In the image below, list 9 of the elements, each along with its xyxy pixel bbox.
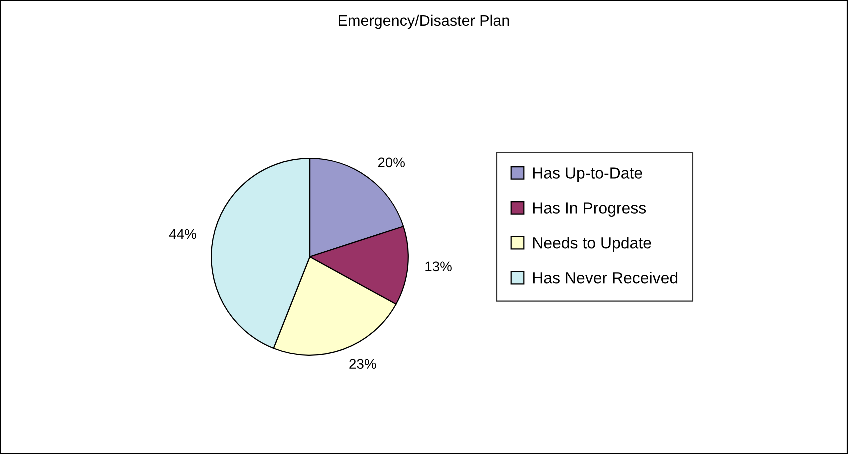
data-label: 20%	[378, 158, 405, 168]
legend-label: Has Never Received	[533, 272, 678, 284]
data-label: 23%	[350, 359, 376, 370]
chart-title: Emergency/Disaster Plan	[339, 14, 510, 30]
legend-label: Needs to Update	[533, 237, 652, 252]
data-label: 13%	[426, 262, 452, 272]
legend-label: Has Up-to-Date	[533, 168, 642, 182]
legend-label: Has In Progress	[533, 202, 646, 218]
data-label: 44%	[169, 229, 196, 240]
